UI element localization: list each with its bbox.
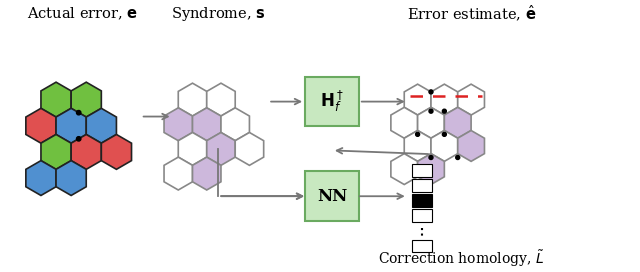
- Circle shape: [456, 156, 460, 159]
- Bar: [412, 164, 431, 177]
- Polygon shape: [56, 160, 86, 196]
- FancyBboxPatch shape: [305, 77, 359, 126]
- Polygon shape: [193, 157, 221, 190]
- Polygon shape: [418, 154, 444, 184]
- Bar: [412, 209, 431, 222]
- Polygon shape: [71, 134, 101, 169]
- Polygon shape: [418, 107, 444, 138]
- Polygon shape: [179, 83, 207, 116]
- Text: Correction homology, $\tilde{L}$: Correction homology, $\tilde{L}$: [378, 249, 545, 269]
- Polygon shape: [26, 108, 56, 143]
- Polygon shape: [236, 132, 264, 165]
- Polygon shape: [101, 134, 132, 169]
- Polygon shape: [86, 108, 116, 143]
- Bar: [412, 194, 431, 207]
- Circle shape: [442, 109, 446, 113]
- Polygon shape: [444, 107, 471, 138]
- Text: Actual error, $\mathbf{e}$: Actual error, $\mathbf{e}$: [28, 6, 138, 22]
- Polygon shape: [458, 131, 484, 161]
- Text: Syndrome, $\mathbf{s}$: Syndrome, $\mathbf{s}$: [171, 5, 266, 23]
- Circle shape: [77, 110, 81, 115]
- Polygon shape: [41, 82, 71, 117]
- Polygon shape: [71, 82, 101, 117]
- Polygon shape: [164, 108, 193, 141]
- Polygon shape: [207, 132, 236, 165]
- Polygon shape: [207, 83, 236, 116]
- Text: Error estimate, $\hat{\mathbf{e}}$: Error estimate, $\hat{\mathbf{e}}$: [406, 4, 536, 24]
- Polygon shape: [404, 131, 431, 161]
- Polygon shape: [391, 154, 418, 184]
- Polygon shape: [56, 108, 86, 143]
- Text: $\mathbf{H}_f^\dagger$: $\mathbf{H}_f^\dagger$: [320, 89, 344, 115]
- Circle shape: [429, 109, 433, 113]
- Polygon shape: [41, 134, 71, 169]
- Circle shape: [77, 137, 81, 141]
- Polygon shape: [26, 160, 56, 196]
- Polygon shape: [391, 107, 418, 138]
- Circle shape: [429, 90, 433, 94]
- Polygon shape: [193, 108, 221, 141]
- Circle shape: [429, 156, 433, 159]
- Bar: [412, 240, 431, 252]
- Text: NN: NN: [317, 188, 347, 205]
- Polygon shape: [221, 108, 250, 141]
- Polygon shape: [404, 84, 431, 115]
- Polygon shape: [179, 132, 207, 165]
- Circle shape: [442, 132, 446, 136]
- Polygon shape: [431, 84, 458, 115]
- FancyBboxPatch shape: [305, 171, 359, 221]
- Polygon shape: [458, 84, 484, 115]
- Polygon shape: [164, 157, 193, 190]
- Polygon shape: [431, 131, 458, 161]
- Bar: [412, 179, 431, 192]
- Circle shape: [415, 132, 420, 136]
